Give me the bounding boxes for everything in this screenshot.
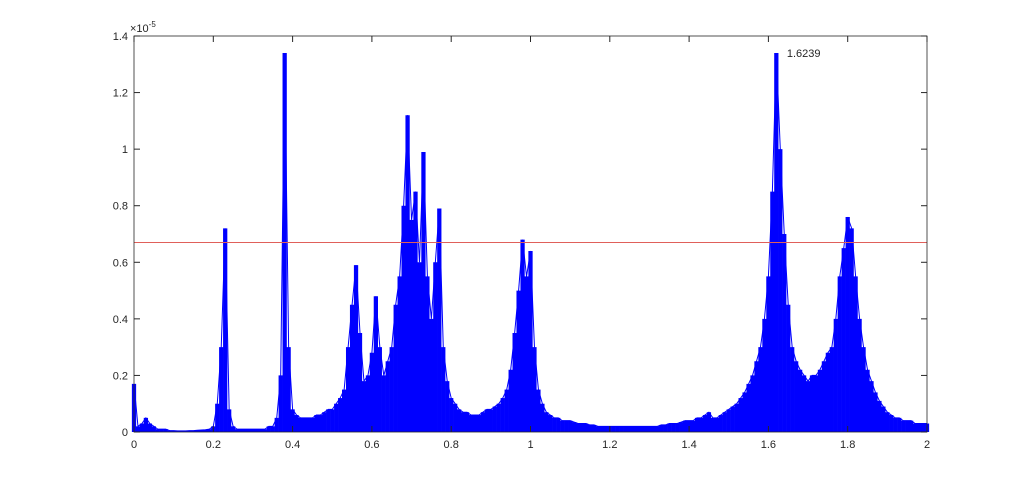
y-tick-label: 1 [122,144,128,156]
x-tick-label: 1.6 [761,439,776,451]
x-tick-label: 0.4 [285,439,300,451]
x-tick-label: 2 [924,439,930,451]
x-tick-label: 1 [527,439,533,451]
x-tick-label: 0.6 [364,439,379,451]
y-tick-label: 0.4 [113,314,128,326]
x-tick-label: 1.4 [681,439,696,451]
y-tick-label: 0 [122,427,128,439]
y-multiplier-exponent: -5 [149,20,157,29]
x-tick-label: 1.2 [602,439,617,451]
spectrum-line [133,52,927,432]
y-tick-label: 0.2 [113,370,128,382]
y-tick-label: 0.6 [113,257,128,269]
x-tick-label: 0.8 [444,439,459,451]
y-multiplier-base: ×10 [130,23,149,35]
y-tick-label: 1.2 [113,88,128,100]
x-tick-label: 0.2 [206,439,221,451]
peak-annotation: 1.6239 [787,48,821,60]
x-tick-label: 1.8 [840,439,855,451]
y-tick-label: 0.8 [113,201,128,213]
y-tick-label: 1.4 [113,31,128,43]
y-multiplier: ×10-5 [130,20,156,35]
x-tick-label: 0 [131,439,137,451]
